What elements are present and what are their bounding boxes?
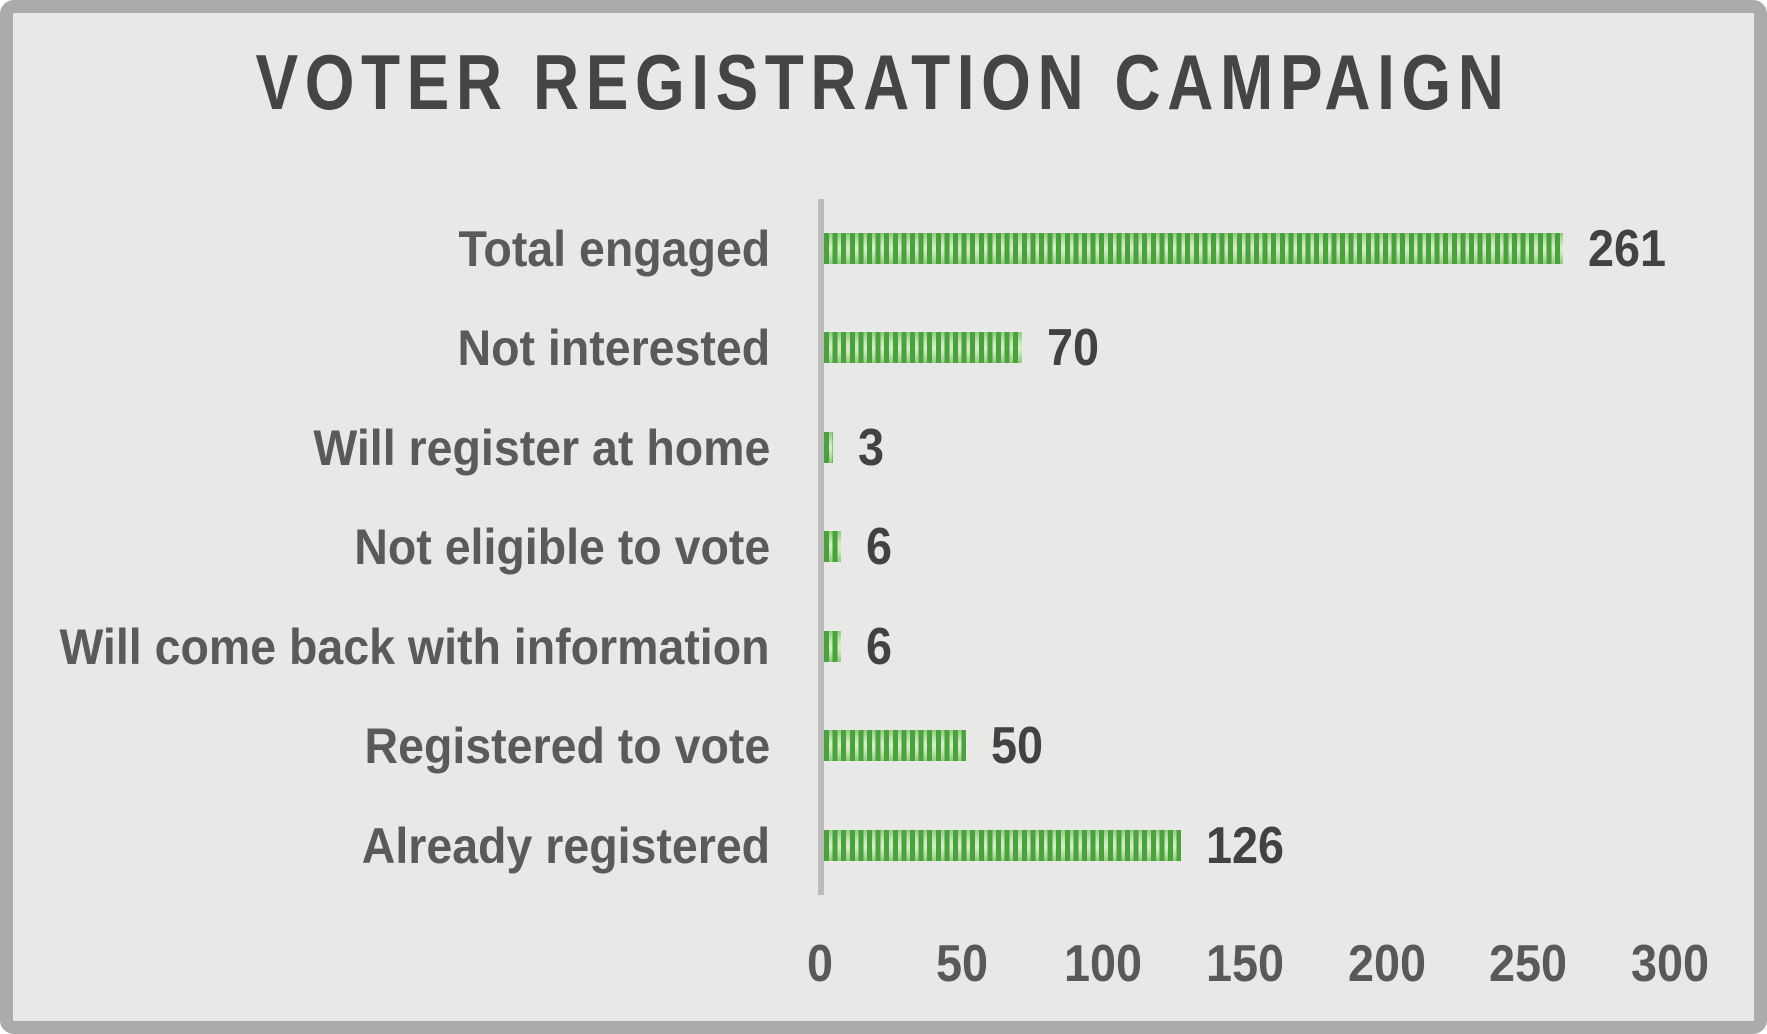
value-label: 126: [1205, 816, 1284, 875]
chart-row-already-registered: Already registered 126: [13, 796, 1754, 895]
value-label: 70: [1047, 318, 1100, 377]
chart-row-will-register-at-home: Will register at home 3: [13, 398, 1754, 497]
x-axis-tick-50: 50: [935, 935, 989, 993]
value-label: 50: [990, 716, 1043, 775]
chart-row-not-eligible: Not eligible to vote 6: [13, 497, 1754, 596]
value-label: 6: [866, 517, 893, 576]
bar-come-back-with-information: [824, 631, 841, 662]
value-label: 3: [857, 418, 884, 477]
x-axis-tick-150: 150: [1205, 935, 1285, 993]
x-axis-tick-100: 100: [1063, 935, 1143, 993]
chart-row-come-back-with-information: Will come back with information 6: [13, 597, 1754, 696]
bar-not-eligible: [824, 531, 841, 562]
x-axis-tick-200: 200: [1347, 935, 1427, 993]
x-axis-tick-0: 0: [806, 935, 834, 993]
bar-already-registered: [824, 830, 1181, 861]
category-label: Registered to vote: [364, 717, 770, 774]
y-axis-line: [818, 199, 824, 895]
category-label: Will register at home: [313, 419, 770, 476]
category-label: Not interested: [457, 319, 770, 376]
chart-row-total-engaged: Total engaged 261: [13, 199, 1754, 298]
category-label: Already registered: [361, 817, 770, 874]
bar-not-interested: [824, 332, 1023, 363]
bar-total-engaged: [824, 233, 1563, 264]
chart-title: VOTER REGISTRATION CAMPAIGN: [255, 38, 1511, 126]
x-axis-tick-250: 250: [1488, 935, 1568, 993]
bar-registered-to-vote: [824, 730, 966, 761]
category-label: Total engaged: [458, 220, 770, 277]
category-label: Not eligible to vote: [354, 518, 770, 575]
bar-will-register-at-home: [824, 432, 833, 463]
value-label: 6: [866, 617, 893, 676]
chart-row-registered-to-vote: Registered to vote 50: [13, 696, 1754, 795]
chart-content: VOTER REGISTRATION CAMPAIGN Total engage…: [13, 13, 1754, 1021]
x-axis-tick-300: 300: [1630, 935, 1710, 993]
chart-row-not-interested: Not interested 70: [13, 298, 1754, 397]
category-label: Will come back with information: [59, 618, 770, 675]
value-label: 261: [1587, 219, 1666, 278]
